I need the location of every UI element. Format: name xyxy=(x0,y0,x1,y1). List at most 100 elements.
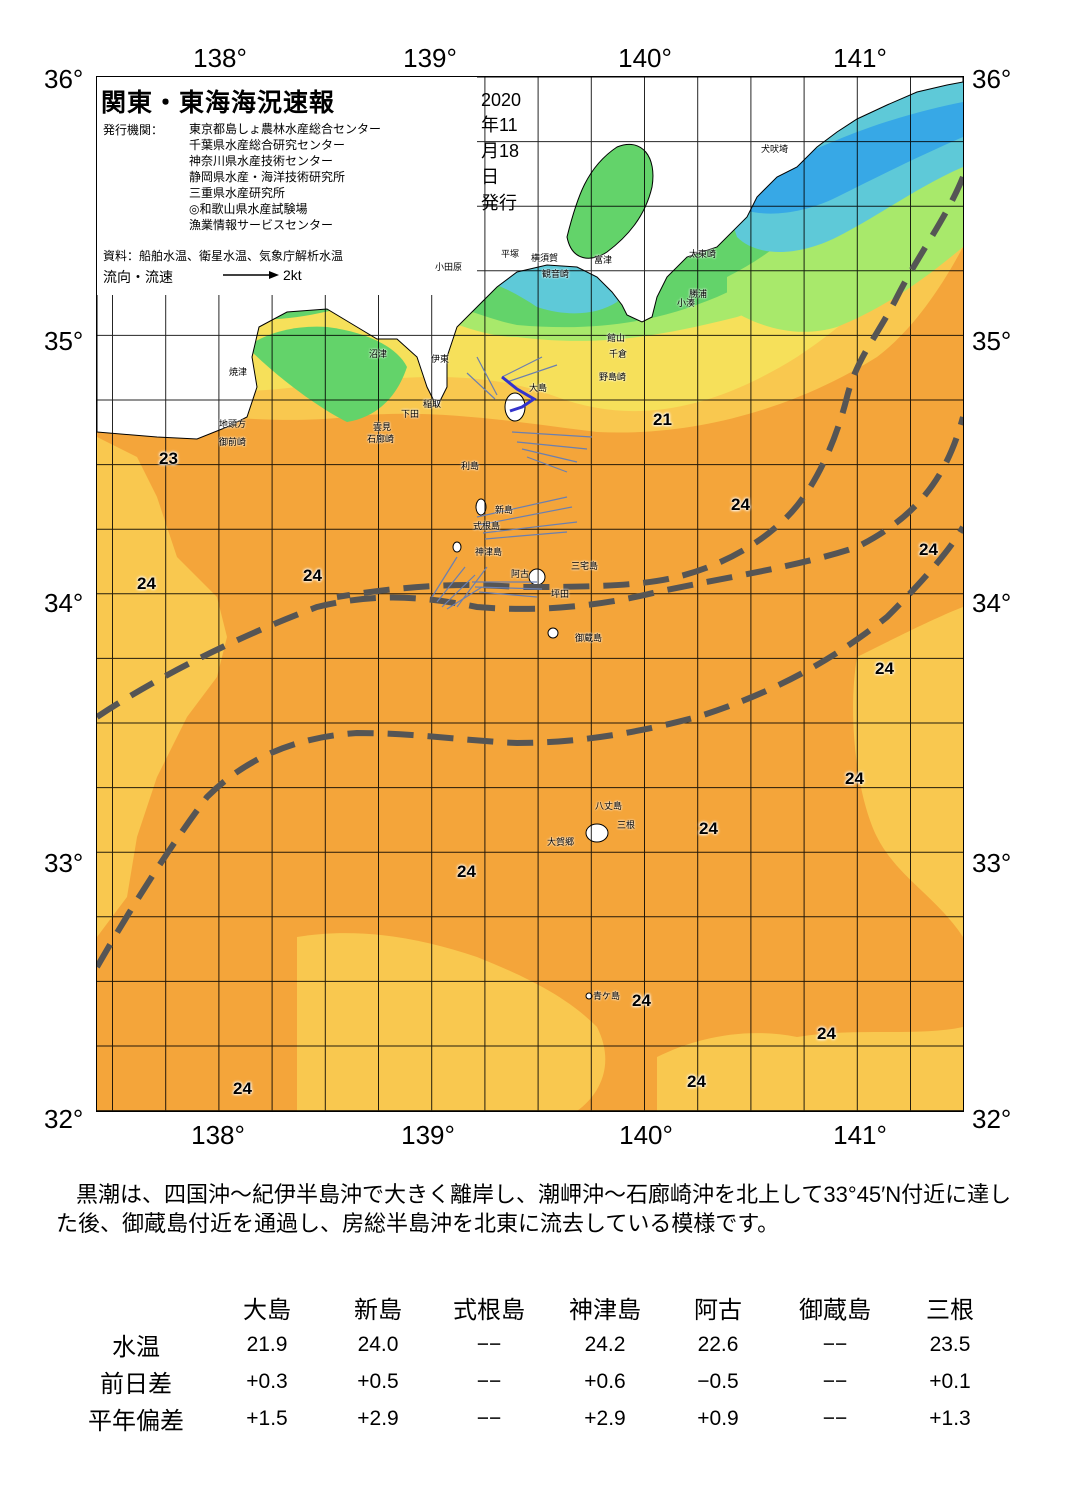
place-label: 大島 xyxy=(529,383,548,393)
table-cell: 21.9 xyxy=(246,1332,288,1356)
map-title: 関東・東海海況速報 xyxy=(101,89,336,117)
lon-label-bottom-138: 138° xyxy=(191,1120,245,1150)
table-cell: −0.5 xyxy=(697,1369,739,1393)
place-label: 利島 xyxy=(461,461,480,471)
temp-label: 21 xyxy=(653,410,672,429)
lat-label-35: 35° xyxy=(44,326,84,356)
map-header: 関東・東海海況速報 2020年11月18日 発行 発行機関： 東京都島しょ農林水… xyxy=(97,77,521,295)
place-label: 地頭方 xyxy=(219,419,247,429)
place-label: 阿古 xyxy=(511,569,530,579)
temp-label: 24 xyxy=(817,1024,836,1043)
kuroshio-path-line-3 xyxy=(336,175,963,600)
current-vector-arrow xyxy=(501,356,543,378)
table-cell: −− xyxy=(822,1332,848,1356)
temp-label: 24 xyxy=(303,566,322,585)
place-label: 沼津 xyxy=(369,349,388,359)
lat-label-32: 32° xyxy=(44,1104,84,1134)
place-label: 御蔵島 xyxy=(575,633,603,643)
island-temperature-table: 大島 新島 式根島 神津島 阿古 御蔵島 三根 水温 21.9 24.0 −− … xyxy=(62,1288,1002,1437)
place-label: 伊東 xyxy=(431,354,450,364)
east-lightorange-band xyxy=(853,607,963,937)
place-label: 焼津 xyxy=(229,367,248,377)
current-vector-arrow xyxy=(478,591,538,598)
lon-label-bottom-140: 140° xyxy=(619,1120,673,1150)
current-vector-arrow xyxy=(456,566,488,608)
current-vector-arrow xyxy=(516,441,588,450)
issuer-item: 静岡県水産・海洋技術研究所 xyxy=(189,170,346,184)
lon-label-bottom-141: 141° xyxy=(833,1120,887,1150)
temp-label: 24 xyxy=(919,540,938,559)
place-label: 平塚 xyxy=(501,249,520,259)
table-header-cell: 大島 xyxy=(243,1296,291,1324)
table-cell: +0.1 xyxy=(929,1369,971,1393)
legend-unit: 2kt xyxy=(283,267,302,283)
place-label: 稲取 xyxy=(423,399,442,409)
current-vector-arrow xyxy=(476,496,568,518)
table-header-cell: 三根 xyxy=(926,1296,974,1324)
table-cell: 22.6 xyxy=(697,1332,739,1356)
current-vector-arrow xyxy=(484,531,568,540)
issuer-list: 東京都島しょ農林水産総合センター 千葉県水産総合研究センター 神奈川県水産技術セ… xyxy=(189,121,381,233)
table-row: 水温 21.9 24.0 −− 24.2 22.6 −− 23.5 xyxy=(62,1326,1002,1363)
suruga-bay-green xyxy=(247,326,407,422)
current-vector-arrow xyxy=(466,372,496,400)
table-header-cell: 御蔵島 xyxy=(799,1296,871,1324)
table-cell: −− xyxy=(822,1369,848,1393)
lon-label-138: 138° xyxy=(193,43,247,73)
lat-label-right-36: 36° xyxy=(972,64,1012,94)
table-cell: +0.9 xyxy=(697,1406,739,1430)
place-label: 三宅島 xyxy=(571,561,599,571)
south-lightorange-band xyxy=(297,933,606,1111)
table-row: 平年偏差 +1.5 +2.9 −− +2.9 +0.9 −− +1.3 xyxy=(62,1400,1002,1437)
lat-label-33: 33° xyxy=(44,848,84,878)
table-cell: −− xyxy=(476,1406,502,1430)
southeast-lightorange-band xyxy=(657,1027,963,1111)
temp-label: 24 xyxy=(457,862,476,881)
place-label: 野島崎 xyxy=(599,372,627,382)
table-cell: −− xyxy=(476,1332,502,1356)
current-vector-arrow xyxy=(511,431,593,438)
table-header-cell: 新島 xyxy=(354,1296,402,1324)
current-vector-arrow xyxy=(478,506,573,526)
kuroshio-path-line-2 xyxy=(97,525,963,969)
lon-label-140: 140° xyxy=(618,43,672,73)
current-vectors xyxy=(431,356,593,610)
table-cell: +0.5 xyxy=(357,1369,399,1393)
lat-label-right-32: 32° xyxy=(972,1104,1012,1134)
place-label: 横須賀 xyxy=(531,253,559,263)
issuer-item: 漁業情報サービスセンター xyxy=(189,218,334,232)
place-label: 館山 xyxy=(607,333,626,343)
hachijojima-island xyxy=(585,823,609,843)
sea-temperature-map: 関東・東海海況速報 2020年11月18日 発行 発行機関： 東京都島しょ農林水… xyxy=(96,76,964,1112)
mikurajima-island xyxy=(547,627,559,639)
temp-label: 24 xyxy=(233,1079,252,1098)
place-label: 石廊崎 xyxy=(367,434,395,444)
place-label: 大賀郷 xyxy=(547,837,575,847)
temp-label: 23 xyxy=(159,449,178,468)
current-vector-arrow xyxy=(521,448,578,463)
lon-label-141: 141° xyxy=(833,43,887,73)
issuer-item: 三重県水産研究所 xyxy=(189,186,286,200)
issuer-item: ◎和歌山県水産試験場 xyxy=(189,202,308,216)
lon-label-bottom-139: 139° xyxy=(401,1120,455,1150)
data-source: 資料：船舶水温、衛星水温、気象庁解析水温 xyxy=(103,249,344,263)
lat-label-34: 34° xyxy=(44,588,84,618)
temp-label: 24 xyxy=(875,659,894,678)
current-vector-arrow xyxy=(436,566,466,603)
issuer-item: 東京都島しょ農林水産総合センター xyxy=(189,122,382,136)
place-label: 小湊 xyxy=(677,298,696,308)
cold-water-area xyxy=(737,102,963,214)
temp-label: 24 xyxy=(845,769,864,788)
place-label: 太東崎 xyxy=(689,249,717,259)
place-label: 御前崎 xyxy=(219,437,247,447)
place-label: 三根 xyxy=(617,820,636,830)
lat-lon-grid xyxy=(97,77,963,1111)
current-vector-arrow xyxy=(474,586,543,590)
table-cell: +0.3 xyxy=(246,1369,288,1393)
place-label: 八丈島 xyxy=(595,801,623,811)
niijima-island xyxy=(475,498,487,516)
temp-label: 24 xyxy=(731,495,750,514)
issuer-label: 発行機関： xyxy=(103,123,164,137)
place-label: 観音崎 xyxy=(542,269,570,279)
tokyo-bay xyxy=(566,143,654,259)
